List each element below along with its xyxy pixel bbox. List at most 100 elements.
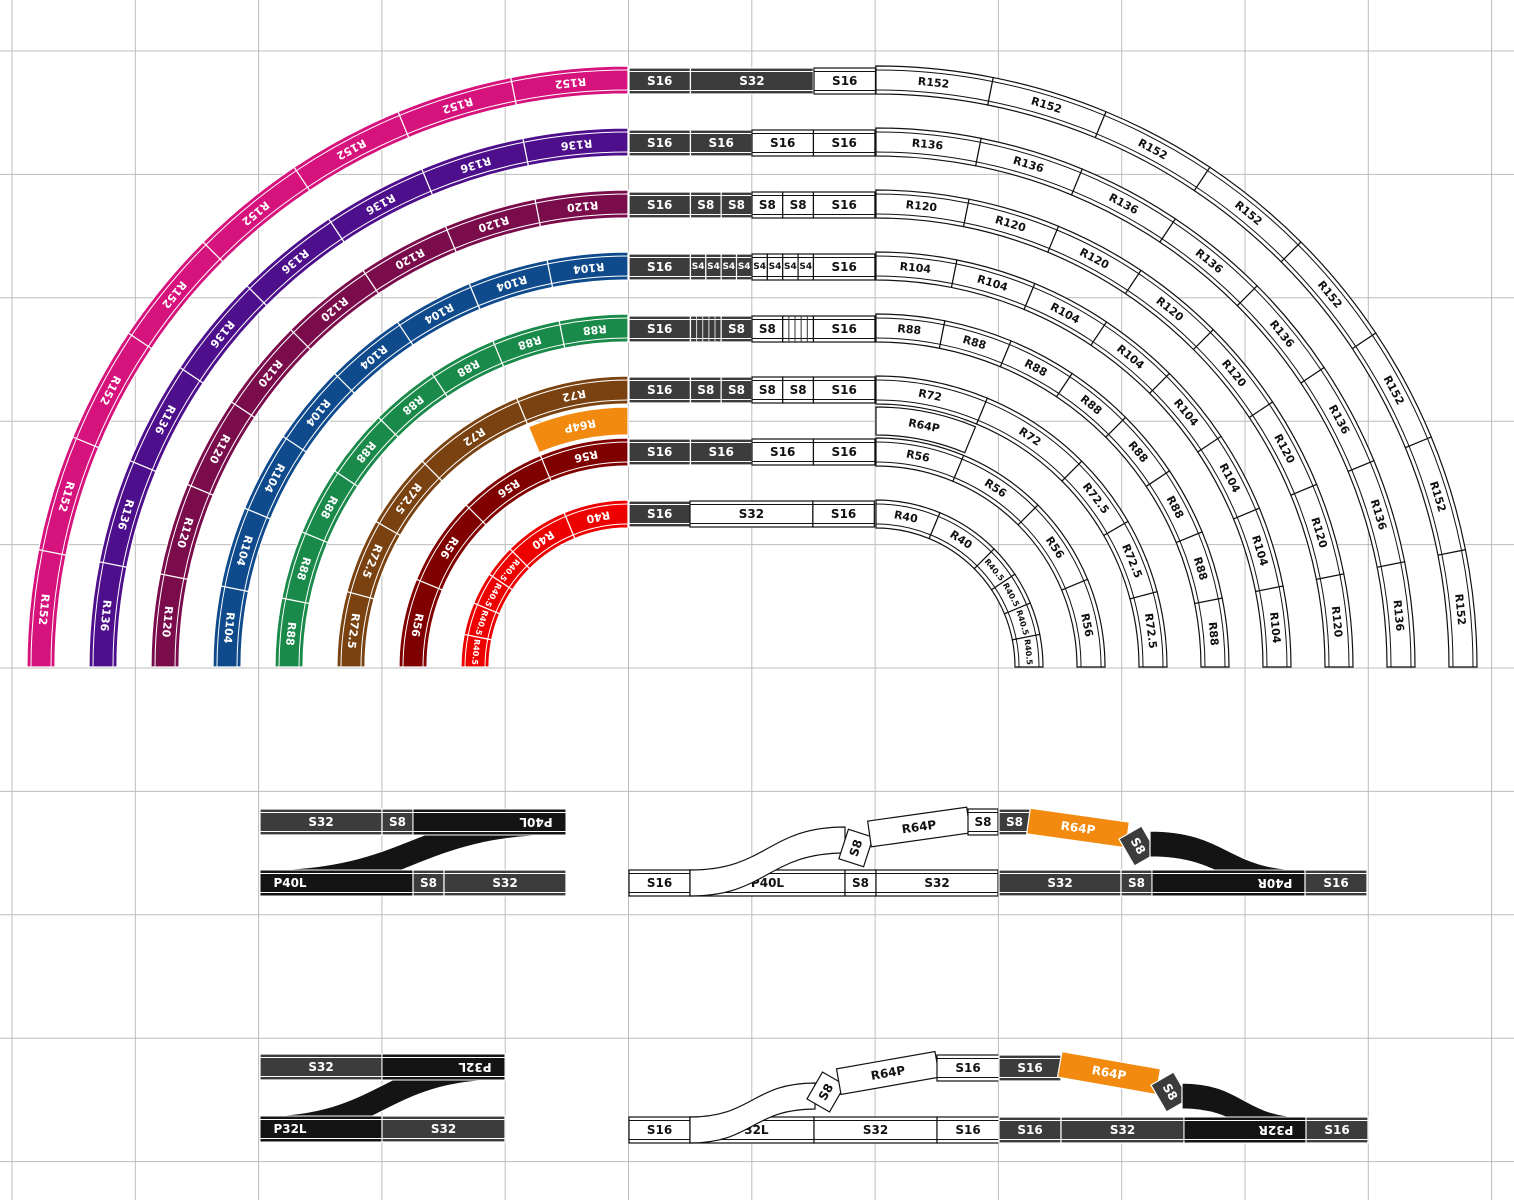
track-piece-label: S16 [831, 322, 856, 336]
track-piece-label: P32L [273, 1122, 306, 1136]
track-piece-label: R88 [1206, 621, 1221, 646]
straight-piece: S16 [628, 438, 692, 466]
curve-piece: R136 [98, 459, 157, 569]
straight-piece: S16 [751, 129, 815, 157]
curve-piece: R88 [281, 531, 329, 605]
track-piece-label: S4 [784, 262, 797, 272]
curve-piece: R120 [186, 401, 256, 496]
track-piece-label: S32 [431, 1122, 456, 1136]
straight-piece: S4 [797, 253, 815, 281]
curve-piece: R152 [510, 65, 629, 106]
curve-piece: R136 [420, 137, 530, 196]
straight-piece: S16 [628, 129, 692, 157]
points-diagrams: S32 S8 P40L P40L S8 S32 S32 P32L P32L S32 [259, 808, 567, 1143]
curve-piece: R56 [1017, 504, 1089, 591]
straight-row: S16 S16 S16 S16 [628, 129, 876, 157]
curve-piece: R136 [88, 561, 128, 668]
curve-piece: R152 [293, 110, 410, 192]
curve-piece: R136 [875, 127, 982, 167]
curve-piece: R56 [415, 504, 487, 591]
point-piece: P32L [381, 1053, 506, 1081]
curve-piece: R136 [327, 168, 434, 243]
straight-row: S16 S16 S16 S16 [628, 438, 876, 466]
track-piece-label: R104 [899, 260, 932, 276]
curve-piece: R104 [282, 372, 356, 453]
straight-piece: S8 [720, 315, 753, 343]
curve-piece: R120 [534, 189, 629, 228]
straight-row: S16 S32 S16 [628, 67, 877, 95]
point-piece: P32R [1183, 1116, 1307, 1144]
track-piece-label: R120 [159, 605, 175, 638]
track-piece-label: S16 [1017, 1123, 1042, 1137]
curve-piece: R88 [301, 470, 359, 544]
curve-piece: R40.5 [1011, 633, 1044, 668]
track-piece-label: R120 [1329, 605, 1345, 638]
curve-piece: R104 [1196, 435, 1261, 520]
straight-piece: S8 [998, 808, 1031, 836]
curve-piece: R88 [274, 597, 310, 668]
curve-piece: R136 [522, 127, 629, 167]
straight-row: S16 S4 S4 S4 S4 S4 S4 S4 S4 S16 [628, 253, 876, 281]
curve-piece: R104 [950, 259, 1036, 311]
colored-curve-set: R152R152R152R152R152R152R152R152R136R136… [26, 65, 629, 668]
track-piece-label: S8 [975, 815, 992, 829]
curve-piece: R56 [952, 454, 1039, 526]
straight-piece: S8 [751, 191, 784, 219]
straight-piece: S32 [875, 869, 999, 897]
curve-piece: R120 [1124, 269, 1215, 351]
straight-piece: S16 [628, 315, 692, 343]
track-piece-label: R136 [911, 137, 944, 153]
tilted-piece: S8 [1150, 1071, 1190, 1113]
straight-piece: S8 [689, 191, 722, 219]
curve-piece: R88 [1194, 597, 1230, 668]
curve-piece: R104 [1023, 282, 1108, 347]
curve-piece: R104 [220, 507, 272, 593]
point-piece: P40L [259, 869, 414, 897]
track-piece-label: S8 [759, 383, 776, 397]
curve-piece: R120 [230, 328, 312, 419]
track-piece-label: S8 [759, 198, 776, 212]
curve-piece: R136 [1070, 168, 1177, 243]
track-piece-label: S8 [847, 838, 866, 858]
tilted-piece: R64P [835, 1050, 941, 1096]
curve-piece: R136 [1300, 366, 1375, 473]
curve-piece: R40.5 [1003, 602, 1041, 641]
curve-piece: R136 [179, 285, 268, 384]
straight-piece: S16 [1304, 869, 1368, 897]
track-piece-label: S4 [692, 262, 705, 272]
point-piece: P40R [1151, 869, 1306, 897]
track-piece-label: R72.5 [1142, 612, 1160, 649]
track-piece-label: S16 [1323, 876, 1348, 890]
curve-piece: R120 [962, 198, 1060, 253]
track-piece-label: S32 [308, 1060, 333, 1074]
track-piece-label: R120 [905, 198, 938, 214]
track-piece-label: R136 [560, 137, 593, 153]
track-piece-label: S16 [955, 1061, 980, 1075]
track-piece-label: P32L [458, 1060, 491, 1074]
track-piece-label: R136 [97, 599, 113, 632]
straight-piece: S8 [720, 376, 753, 404]
track-piece-label: R72 [917, 387, 943, 404]
curve-piece: R104 [1232, 507, 1284, 593]
straight-piece: S8 [720, 191, 753, 219]
track-piece-label: S16 [832, 74, 857, 88]
curve-piece: R88 [875, 313, 946, 349]
curve-piece: R72 [515, 375, 629, 425]
curve-piece: R104 [875, 251, 958, 289]
straight-piece: S16 [628, 253, 692, 281]
straight-piece: S16 [751, 438, 815, 466]
track-piece-label: S8 [852, 876, 869, 890]
track-piece-label: S8 [728, 198, 745, 212]
curve-piece: R152 [1437, 549, 1478, 668]
straight-piece [689, 315, 722, 343]
curve-piece: R152 [875, 65, 994, 106]
straight-piece: S16 [998, 1116, 1062, 1144]
